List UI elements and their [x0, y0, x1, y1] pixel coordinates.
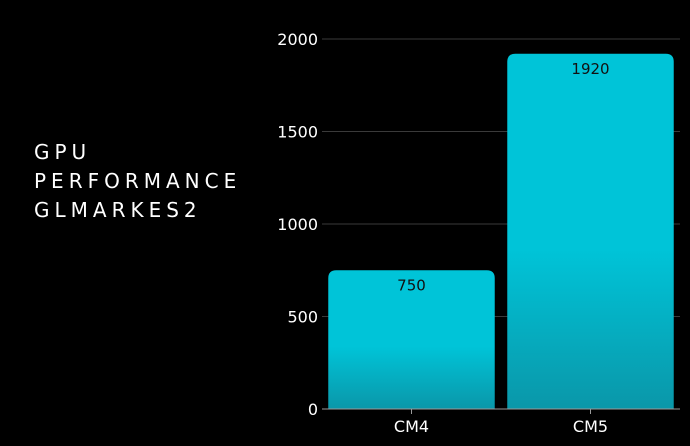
chart-title-line-2: PERFORMANCE: [34, 169, 242, 193]
y-tick-label: 2000: [277, 30, 318, 49]
labels: 0 500 1000 1500 2000 750 CM4 1920 CM5: [277, 30, 609, 436]
bar-cm4: [328, 270, 495, 409]
y-tick-label: 1500: [277, 123, 318, 142]
x-tick-label-cm5: CM5: [573, 417, 608, 436]
data-label-cm4: 750: [397, 276, 426, 294]
bars: [328, 53, 674, 410]
chart-title-line-1: GPU: [34, 140, 92, 164]
x-tick-label-cm4: CM4: [394, 417, 429, 436]
bar-cm5: [507, 53, 674, 410]
y-tick-label: 0: [308, 400, 318, 419]
data-label-cm5: 1920: [571, 60, 609, 78]
chart-title-line-3: GLMARKES2: [34, 198, 202, 222]
axes: [322, 408, 680, 414]
y-tick-label: 500: [287, 308, 318, 327]
y-tick-label: 1000: [277, 215, 318, 234]
chart-title: GPU PERFORMANCE GLMARKES2: [34, 138, 274, 225]
